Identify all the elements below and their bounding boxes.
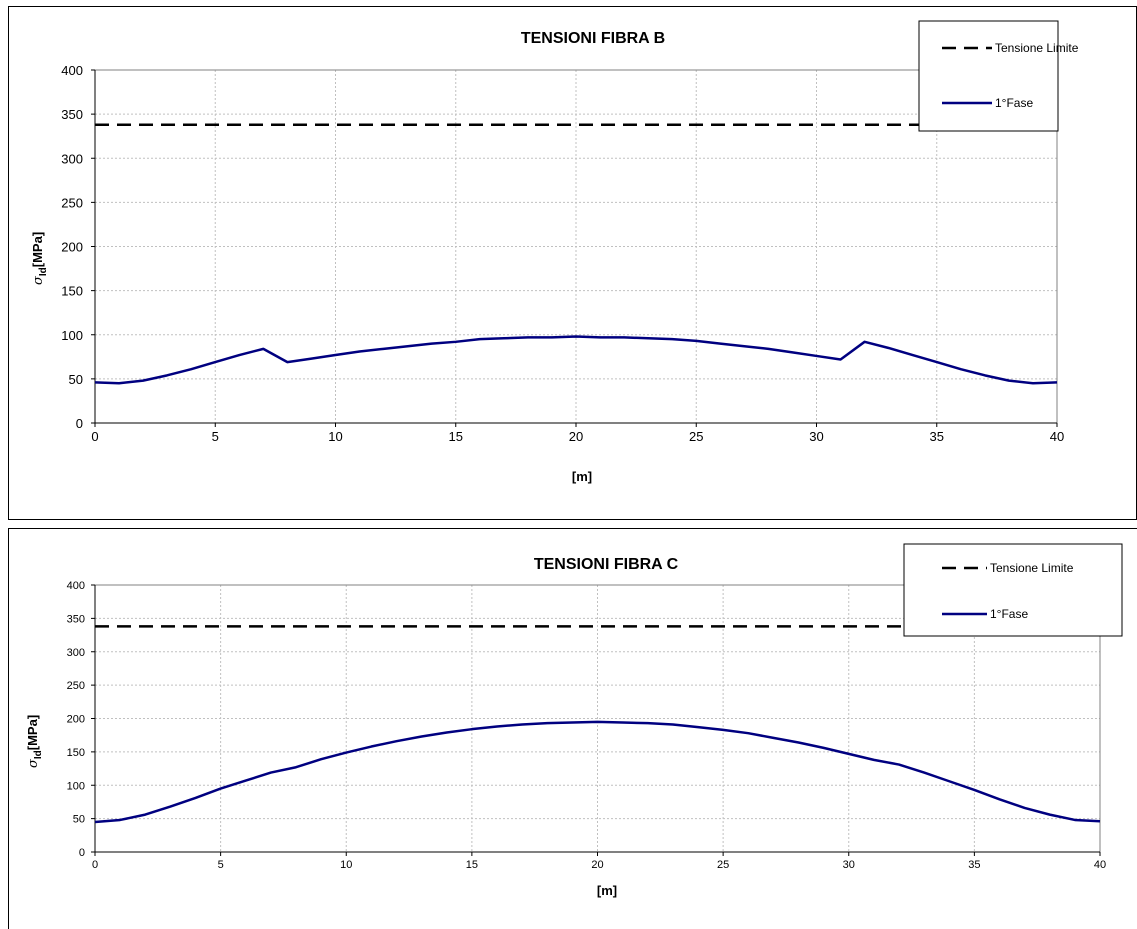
- x-tick-label-b: 10: [328, 429, 342, 444]
- y-tick-label-c: 300: [67, 647, 85, 659]
- y-tick-label-c: 250: [67, 680, 85, 692]
- legend-box-c: [903, 543, 1123, 637]
- phase-line-b: [94, 335, 1058, 385]
- x-tick-label-b: 40: [1050, 429, 1064, 444]
- y-tick-label-b: 200: [61, 240, 83, 255]
- x-tick-label-b: 30: [809, 429, 823, 444]
- y-tick-label-b: 350: [61, 107, 83, 122]
- x-axis-title-c: [m]: [597, 883, 617, 898]
- y-axis-sub-c: Id: [33, 750, 44, 759]
- y-tick-label-c: 100: [67, 780, 85, 792]
- y-tick-label-c: 350: [67, 613, 85, 625]
- y-axis-sub-b: Id: [38, 267, 49, 276]
- x-tick-label-b: 0: [91, 429, 98, 444]
- x-tick-label-c: 10: [340, 859, 352, 871]
- x-axis-title-b: [m]: [572, 469, 592, 484]
- y-tick-label-c: 200: [67, 714, 85, 726]
- x-tick-label-c: 35: [968, 859, 980, 871]
- chart-title-b: TENSIONI FIBRA B: [521, 30, 665, 47]
- x-tick-label-b: 15: [449, 429, 463, 444]
- x-tick-label-c: 5: [218, 859, 224, 871]
- legend-box-b: [918, 20, 1059, 132]
- svg-text:σId[MPa]: σId[MPa]: [25, 715, 44, 768]
- y-axis-title-b: σId[MPa]: [30, 232, 49, 285]
- y-tick-label-c: 50: [73, 814, 85, 826]
- legend-label-c: 1°Fase: [990, 607, 1028, 621]
- legend-b: Tensione Limite 1°Fase: [918, 20, 1079, 132]
- y-axis-unit-c: [MPa]: [25, 715, 40, 750]
- legend-label-b: Tensione Limite: [995, 41, 1079, 55]
- y-tick-label-c: 150: [67, 747, 85, 759]
- y-axis-symbol-c: σ: [26, 758, 41, 768]
- y-axis-symbol-b: σ: [31, 275, 46, 285]
- y-tick-label-c: 0: [79, 847, 85, 859]
- y-tick-label-b: 300: [61, 151, 83, 166]
- x-tick-label-c: 40: [1094, 859, 1106, 871]
- x-tick-label-c: 20: [591, 859, 603, 871]
- y-tick-label-c: 400: [67, 580, 85, 592]
- svg-text:σId[MPa]: σId[MPa]: [30, 232, 49, 285]
- y-tick-label-b: 0: [76, 416, 83, 431]
- legend-label-c: Tensione Limite: [990, 561, 1074, 575]
- y-tick-label-b: 400: [61, 63, 83, 78]
- x-tick-label-c: 30: [843, 859, 855, 871]
- y-axis-title-c: σId[MPa]: [25, 715, 44, 768]
- x-tick-label-b: 25: [689, 429, 703, 444]
- x-tick-label-b: 35: [930, 429, 944, 444]
- y-tick-label-b: 150: [61, 284, 83, 299]
- phase-line-c: [94, 720, 1101, 824]
- y-tick-label-b: 100: [61, 328, 83, 343]
- chart-title-c: TENSIONI FIBRA C: [534, 556, 679, 573]
- legend-c: Tensione Limite 1°Fase: [903, 543, 1123, 637]
- x-tick-label-c: 25: [717, 859, 729, 871]
- x-tick-label-b: 5: [212, 429, 219, 444]
- y-axis-unit-b: [MPa]: [30, 232, 45, 267]
- y-tick-label-b: 250: [61, 195, 83, 210]
- y-tick-label-b: 50: [69, 372, 83, 387]
- x-tick-label-c: 0: [92, 859, 98, 871]
- legend-label-b: 1°Fase: [995, 96, 1033, 110]
- x-tick-label-c: 15: [466, 859, 478, 871]
- x-tick-label-b: 20: [569, 429, 583, 444]
